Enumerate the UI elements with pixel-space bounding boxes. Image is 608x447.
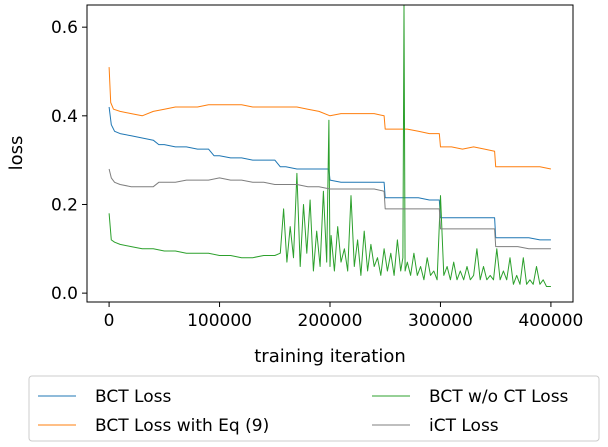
x-tick-label: 100000 bbox=[187, 311, 252, 331]
y-tick-label: 0.4 bbox=[51, 107, 78, 127]
x-tick-label: 400000 bbox=[518, 311, 583, 331]
series-line-bct-w-o-ct-loss bbox=[108, 5, 551, 287]
y-tick-label: 0.2 bbox=[51, 195, 78, 215]
y-tick-label: 0.6 bbox=[51, 18, 78, 38]
x-tick-label: 200000 bbox=[298, 311, 363, 331]
y-axis: 0.0 0.2 0.4 0.6 bbox=[51, 18, 87, 304]
legend-label-bct-w-o-ct-loss: BCT w/o CT Loss bbox=[429, 387, 569, 407]
legend-label-ict-loss: iCT Loss bbox=[429, 416, 499, 436]
series-line-bct-loss-with-eq-9 bbox=[108, 67, 551, 170]
legend-frame bbox=[28, 375, 600, 442]
y-axis-label: loss bbox=[6, 136, 27, 171]
x-tick-label: 0 bbox=[104, 311, 115, 331]
y-tick-label: 0.0 bbox=[51, 284, 78, 304]
legend-label-bct-loss-with-eq-9: BCT Loss with Eq (9) bbox=[95, 416, 269, 436]
legend-label-bct-loss: BCT Loss bbox=[95, 387, 171, 407]
plot-lines bbox=[108, 5, 551, 287]
x-axis: 0 100000 200000 300000 400000 bbox=[104, 302, 583, 331]
x-tick-label: 300000 bbox=[408, 311, 473, 331]
series-line-bct-loss bbox=[108, 106, 551, 241]
series-line-ict-loss bbox=[108, 168, 551, 250]
x-axis-label: training iteration bbox=[254, 346, 406, 367]
legend: BCT Loss BCT Loss with Eq (9) BCT w/o CT L… bbox=[28, 375, 600, 442]
